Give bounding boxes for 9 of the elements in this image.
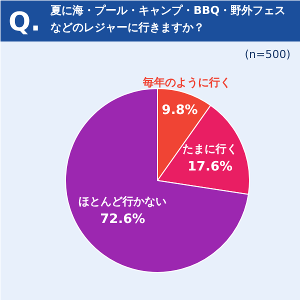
- chart-title: 夏に海・プール・キャンプ・BBQ・野外フェスなどのレジャーに行きますか？: [50, 4, 286, 34]
- slice-label: たまに行く: [182, 142, 238, 156]
- data-label: 9.8%: [162, 102, 198, 118]
- slice-label: ほとんど行かない: [78, 194, 167, 208]
- data-label: 17.6%: [187, 160, 233, 175]
- text: Q.: [8, 8, 40, 38]
- data-label: 72.6%: [100, 212, 146, 227]
- slice-label: 毎年のように行く: [142, 76, 231, 89]
- text: (n=500): [244, 48, 291, 61]
